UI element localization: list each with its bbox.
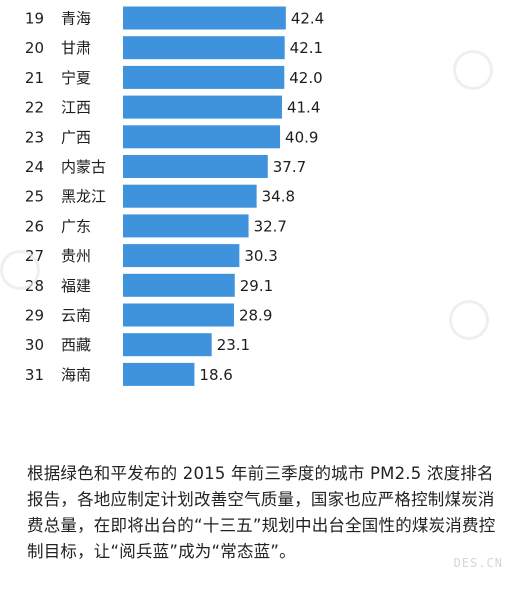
value-label: 23.1	[217, 336, 250, 354]
rank-label: 31	[25, 366, 44, 384]
value-label: 29.1	[240, 277, 273, 295]
rank-label: 23	[25, 128, 44, 146]
rank-label: 25	[25, 188, 44, 206]
bar	[123, 244, 240, 268]
category-label: 广西	[61, 128, 91, 146]
bar	[123, 273, 235, 297]
rank-label: 26	[25, 217, 44, 235]
rank-label: 24	[25, 158, 44, 176]
bar	[123, 303, 234, 327]
bar	[123, 125, 281, 149]
value-label: 42.1	[290, 39, 323, 57]
bar	[123, 155, 268, 178]
rank-label: 29	[25, 307, 44, 325]
value-label: 42.4	[291, 10, 324, 28]
value-label: 18.6	[199, 366, 232, 384]
category-label: 甘肃	[61, 39, 91, 57]
category-label: 海南	[61, 366, 91, 384]
bar-chart: 19 青海 42.4 20 甘肃 42.1 21 宁夏 42.0 22 江西 41.4 23 广西 40.9…	[25, 6, 324, 386]
watermark-text: DES.CN	[453, 556, 503, 570]
watermark-logo-icon	[449, 300, 489, 340]
rank-label: 22	[25, 99, 44, 117]
category-label: 江西	[61, 99, 91, 117]
watermark-logo-icon	[453, 50, 493, 90]
rank-label: 30	[25, 336, 44, 354]
bar	[123, 36, 285, 60]
category-label: 贵州	[61, 247, 91, 265]
category-label: 内蒙古	[61, 158, 106, 176]
rank-label: 19	[25, 10, 44, 28]
category-label: 西藏	[61, 336, 91, 354]
category-label: 云南	[61, 307, 91, 325]
rank-label: 20	[25, 39, 44, 57]
value-label: 34.8	[262, 188, 295, 206]
value-label: 37.7	[273, 158, 306, 176]
value-label: 40.9	[285, 128, 318, 146]
bar	[123, 362, 195, 386]
value-label: 30.3	[244, 247, 277, 265]
bar	[123, 214, 249, 238]
watermark-logo-icon	[0, 250, 40, 290]
category-label: 宁夏	[61, 69, 91, 87]
value-label: 42.0	[289, 69, 322, 87]
category-label: 广东	[61, 217, 91, 235]
bar	[123, 184, 257, 208]
bar	[123, 6, 286, 30]
category-label: 青海	[61, 10, 91, 28]
bar	[123, 65, 285, 89]
category-label: 福建	[61, 277, 91, 295]
bar	[123, 333, 212, 357]
value-label: 28.9	[239, 307, 272, 325]
category-label: 黑龙江	[61, 188, 106, 206]
value-label: 41.4	[287, 99, 320, 117]
rank-label: 21	[25, 69, 44, 87]
caption-text: 根据绿色和平发布的 2015 年前三季度的城市 PM2.5 浓度排名报告，各地应…	[27, 464, 496, 561]
value-label: 32.7	[254, 217, 287, 235]
bar	[123, 95, 282, 119]
